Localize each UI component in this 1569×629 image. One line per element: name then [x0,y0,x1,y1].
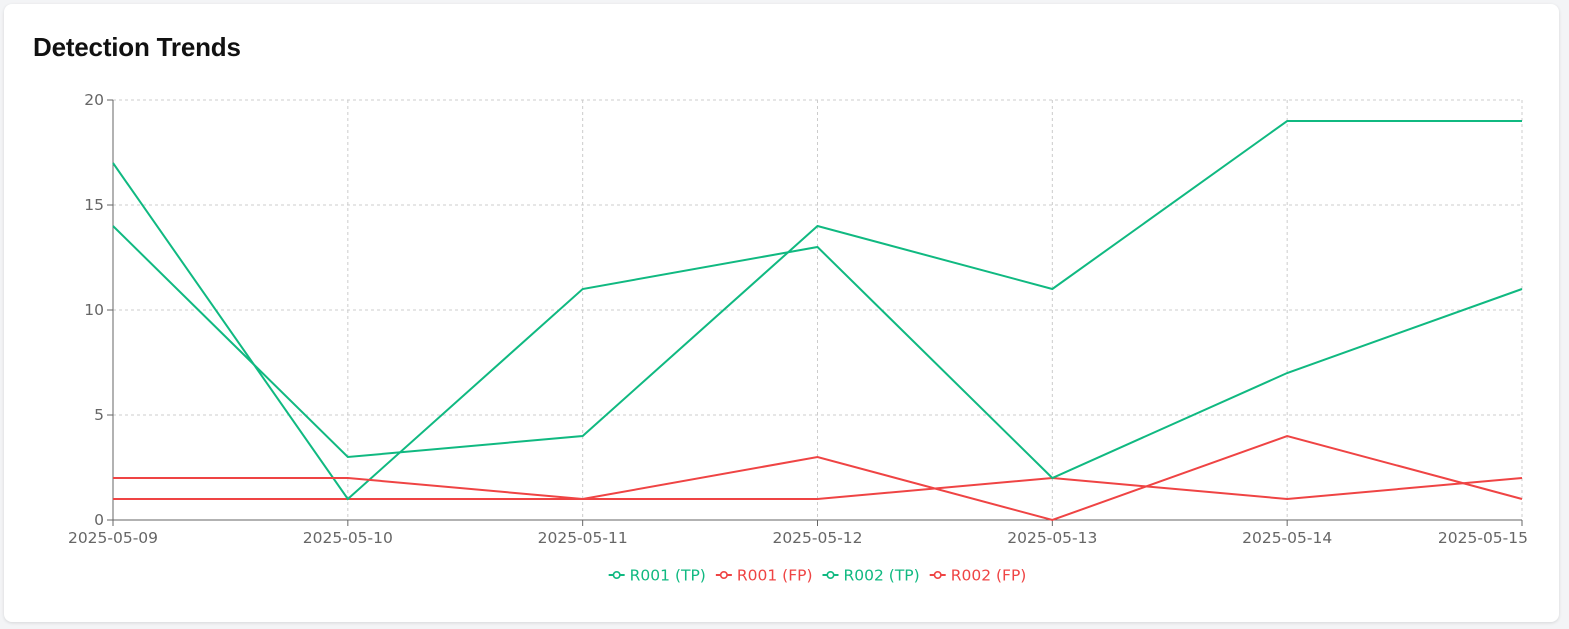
legend-item[interactable]: R001 (FP) [715,567,813,585]
y-tick-label: 15 [84,196,104,214]
x-tick-label: 2025-05-09 [68,529,158,547]
y-tick-label: 20 [84,91,104,109]
x-tick-label: 2025-05-11 [538,529,628,547]
series-line-r001-fp[interactable] [113,476,1523,501]
chart-legend[interactable]: R001 (TP) R001 (FP) R002 (TP) R002 (FP) [608,567,1027,585]
x-tick-label: 2025-05-14 [1242,529,1332,547]
detection-trends-card: Detection Trends [4,4,1559,622]
legend-marker-icon [826,570,835,579]
chart-grid [113,99,1523,520]
y-tick-label: 5 [94,406,104,424]
series-line-r001-tp[interactable] [112,120,1522,459]
legend-marker-icon [719,570,728,579]
legend-marker-icon [612,570,621,579]
y-tick-label: 0 [94,511,104,529]
legend-label: R001 (FP) [737,567,813,585]
x-tick-label: 2025-05-12 [772,529,862,547]
chart-series [112,120,1523,522]
card-title: Detection Trends [33,32,241,62]
series-line-r002-fp[interactable] [113,434,1523,522]
legend-item[interactable]: R001 (TP) [608,567,706,585]
legend-item[interactable]: R002 (TP) [822,567,920,585]
legend-label: R002 (TP) [844,567,920,585]
x-tick-label: 2025-05-15 [1438,529,1528,547]
y-tick-label: 10 [84,301,104,319]
legend-item[interactable]: R002 (FP) [929,567,1027,585]
series-line-r002-tp[interactable] [112,162,1523,501]
x-tick-label: 2025-05-10 [303,529,393,547]
legend-label: R001 (TP) [630,567,706,585]
x-tick-label: 2025-05-13 [1007,529,1097,547]
chart-axes: 0 5 10 15 20 2025-05-09 2025-05-10 2025-05-11 20… [68,91,1528,547]
legend-marker-icon [933,570,942,579]
legend-label: R002 (FP) [951,567,1027,585]
